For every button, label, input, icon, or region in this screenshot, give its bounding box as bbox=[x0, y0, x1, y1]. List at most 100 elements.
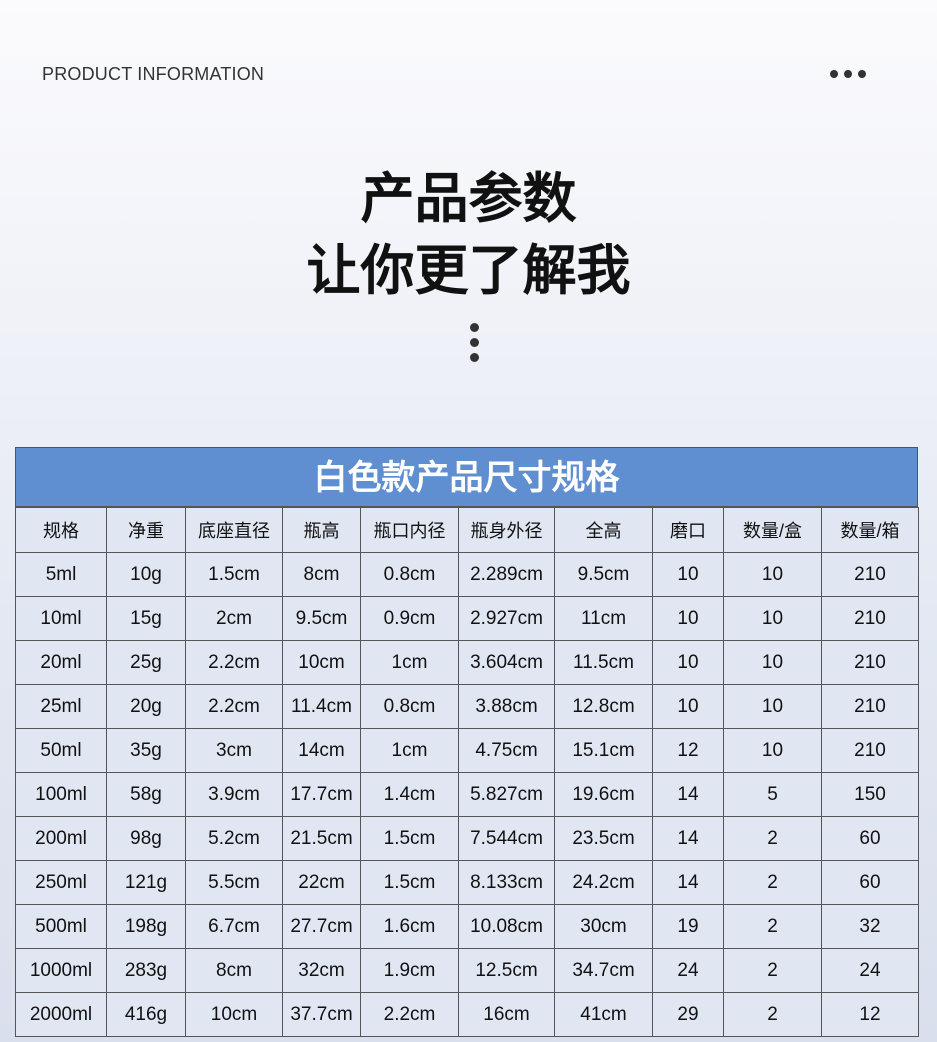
table-cell: 6.7cm bbox=[185, 904, 283, 949]
table-cell: 1.5cm bbox=[360, 816, 459, 861]
column-header: 全高 bbox=[554, 507, 653, 553]
table-row: 100ml 58g 3.9cm 17.7cm 1.4cm 5.827cm 19.6cm 14 5… bbox=[15, 772, 919, 817]
table-cell: 8cm bbox=[185, 948, 283, 993]
table-row: 5ml 10g 1.5cm 8cm 0.8cm 2.289cm 9.5cm 10 10 210 bbox=[15, 552, 919, 597]
table-row: 1000ml 283g 8cm 32cm 1.9cm 12.5cm 34.7cm 24 2 24 bbox=[15, 948, 919, 993]
column-header: 底座直径 bbox=[185, 507, 283, 553]
table-cell: 0.8cm bbox=[360, 684, 459, 729]
table-cell: 10 bbox=[652, 552, 724, 597]
table-cell: 14 bbox=[652, 772, 724, 817]
table-cell: 210 bbox=[821, 684, 919, 729]
table-cell: 32 bbox=[821, 904, 919, 949]
table-cell: 10.08cm bbox=[458, 904, 555, 949]
table-cell: 50ml bbox=[15, 728, 107, 773]
table-cell: 210 bbox=[821, 728, 919, 773]
column-header: 磨口 bbox=[652, 507, 724, 553]
table-cell: 11.5cm bbox=[554, 640, 653, 685]
table-cell: 19 bbox=[652, 904, 724, 949]
ellipsis-horizontal-icon bbox=[830, 70, 866, 78]
table-cell: 2 bbox=[723, 816, 822, 861]
table-cell: 1.5cm bbox=[185, 552, 283, 597]
table-cell: 16cm bbox=[458, 992, 555, 1037]
table-cell: 24 bbox=[821, 948, 919, 993]
table-cell: 11cm bbox=[554, 596, 653, 641]
table-cell: 8cm bbox=[282, 552, 361, 597]
table-cell: 12.8cm bbox=[554, 684, 653, 729]
table-cell: 10g bbox=[106, 552, 186, 597]
table-cell: 24 bbox=[652, 948, 724, 993]
table-cell: 29 bbox=[652, 992, 724, 1037]
table-cell: 2.2cm bbox=[185, 640, 283, 685]
table-cell: 25ml bbox=[15, 684, 107, 729]
table-cell: 3.9cm bbox=[185, 772, 283, 817]
table-cell: 9.5cm bbox=[554, 552, 653, 597]
table-row: 2000ml 416g 10cm 37.7cm 2.2cm 16cm 41cm 29 2 12 bbox=[15, 992, 919, 1037]
table-cell: 1cm bbox=[360, 728, 459, 773]
table-cell: 2 bbox=[723, 904, 822, 949]
table-cell: 1.4cm bbox=[360, 772, 459, 817]
table-cell: 10ml bbox=[15, 596, 107, 641]
table-cell: 12 bbox=[821, 992, 919, 1037]
table-cell: 12 bbox=[652, 728, 724, 773]
table-cell: 3.604cm bbox=[458, 640, 555, 685]
table-cell: 1.9cm bbox=[360, 948, 459, 993]
table-cell: 15g bbox=[106, 596, 186, 641]
table-cell: 10 bbox=[652, 684, 724, 729]
column-header: 数量/箱 bbox=[821, 507, 919, 553]
table-cell: 2.927cm bbox=[458, 596, 555, 641]
table-cell: 10 bbox=[723, 640, 822, 685]
column-header: 瓶高 bbox=[282, 507, 361, 553]
table-cell: 10 bbox=[652, 596, 724, 641]
table-row: 500ml 198g 6.7cm 27.7cm 1.6cm 10.08cm 30cm 19 2 3… bbox=[15, 904, 919, 949]
column-header: 瓶口内径 bbox=[360, 507, 459, 553]
spec-table: 白色款产品尺寸规格 规格 净重 底座直径 瓶高 瓶口内径 瓶身外径 全高 磨口 数量/盒 数量/箱… bbox=[15, 447, 919, 1037]
table-cell: 210 bbox=[821, 596, 919, 641]
column-header: 数量/盒 bbox=[723, 507, 822, 553]
table-cell: 210 bbox=[821, 640, 919, 685]
table-cell: 25g bbox=[106, 640, 186, 685]
table-cell: 1.5cm bbox=[360, 860, 459, 905]
table-cell: 0.8cm bbox=[360, 552, 459, 597]
table-cell: 30cm bbox=[554, 904, 653, 949]
table-cell: 10 bbox=[652, 640, 724, 685]
table-cell: 14 bbox=[652, 860, 724, 905]
section-eyebrow: PRODUCT INFORMATION bbox=[42, 64, 265, 84]
table-cell: 5.2cm bbox=[185, 816, 283, 861]
table-cell: 60 bbox=[821, 816, 919, 861]
table-cell: 150 bbox=[821, 772, 919, 817]
table-cell: 34.7cm bbox=[554, 948, 653, 993]
table-cell: 41cm bbox=[554, 992, 653, 1037]
table-cell: 14cm bbox=[282, 728, 361, 773]
table-cell: 500ml bbox=[15, 904, 107, 949]
table-cell: 210 bbox=[821, 552, 919, 597]
table-cell: 32cm bbox=[282, 948, 361, 993]
column-header: 瓶身外径 bbox=[458, 507, 555, 553]
table-cell: 23.5cm bbox=[554, 816, 653, 861]
table-cell: 15.1cm bbox=[554, 728, 653, 773]
table-cell: 200ml bbox=[15, 816, 107, 861]
table-row: 200ml 98g 5.2cm 21.5cm 1.5cm 7.544cm 23.5cm 14 2… bbox=[15, 816, 919, 861]
table-cell: 5 bbox=[723, 772, 822, 817]
table-cell: 10 bbox=[723, 596, 822, 641]
table-cell: 24.2cm bbox=[554, 860, 653, 905]
table-cell: 10 bbox=[723, 684, 822, 729]
table-cell: 2cm bbox=[185, 596, 283, 641]
table-row: 250ml 121g 5.5cm 22cm 1.5cm 8.133cm 24.2cm 14 2 6… bbox=[15, 860, 919, 905]
table-cell: 21.5cm bbox=[282, 816, 361, 861]
table-cell: 10 bbox=[723, 728, 822, 773]
table-cell: 121g bbox=[106, 860, 186, 905]
table-cell: 35g bbox=[106, 728, 186, 773]
table-cell: 10 bbox=[723, 552, 822, 597]
ellipsis-vertical-icon bbox=[470, 323, 479, 362]
table-cell: 20ml bbox=[15, 640, 107, 685]
column-header: 净重 bbox=[106, 507, 186, 553]
table-cell: 7.544cm bbox=[458, 816, 555, 861]
table-cell: 19.6cm bbox=[554, 772, 653, 817]
hero-subtitle: 让你更了解我 bbox=[306, 241, 631, 301]
table-cell: 100ml bbox=[15, 772, 107, 817]
table-cell: 12.5cm bbox=[458, 948, 555, 993]
table-cell: 11.4cm bbox=[282, 684, 361, 729]
table-cell: 14 bbox=[652, 816, 724, 861]
table-cell: 8.133cm bbox=[458, 860, 555, 905]
table-cell: 198g bbox=[106, 904, 186, 949]
